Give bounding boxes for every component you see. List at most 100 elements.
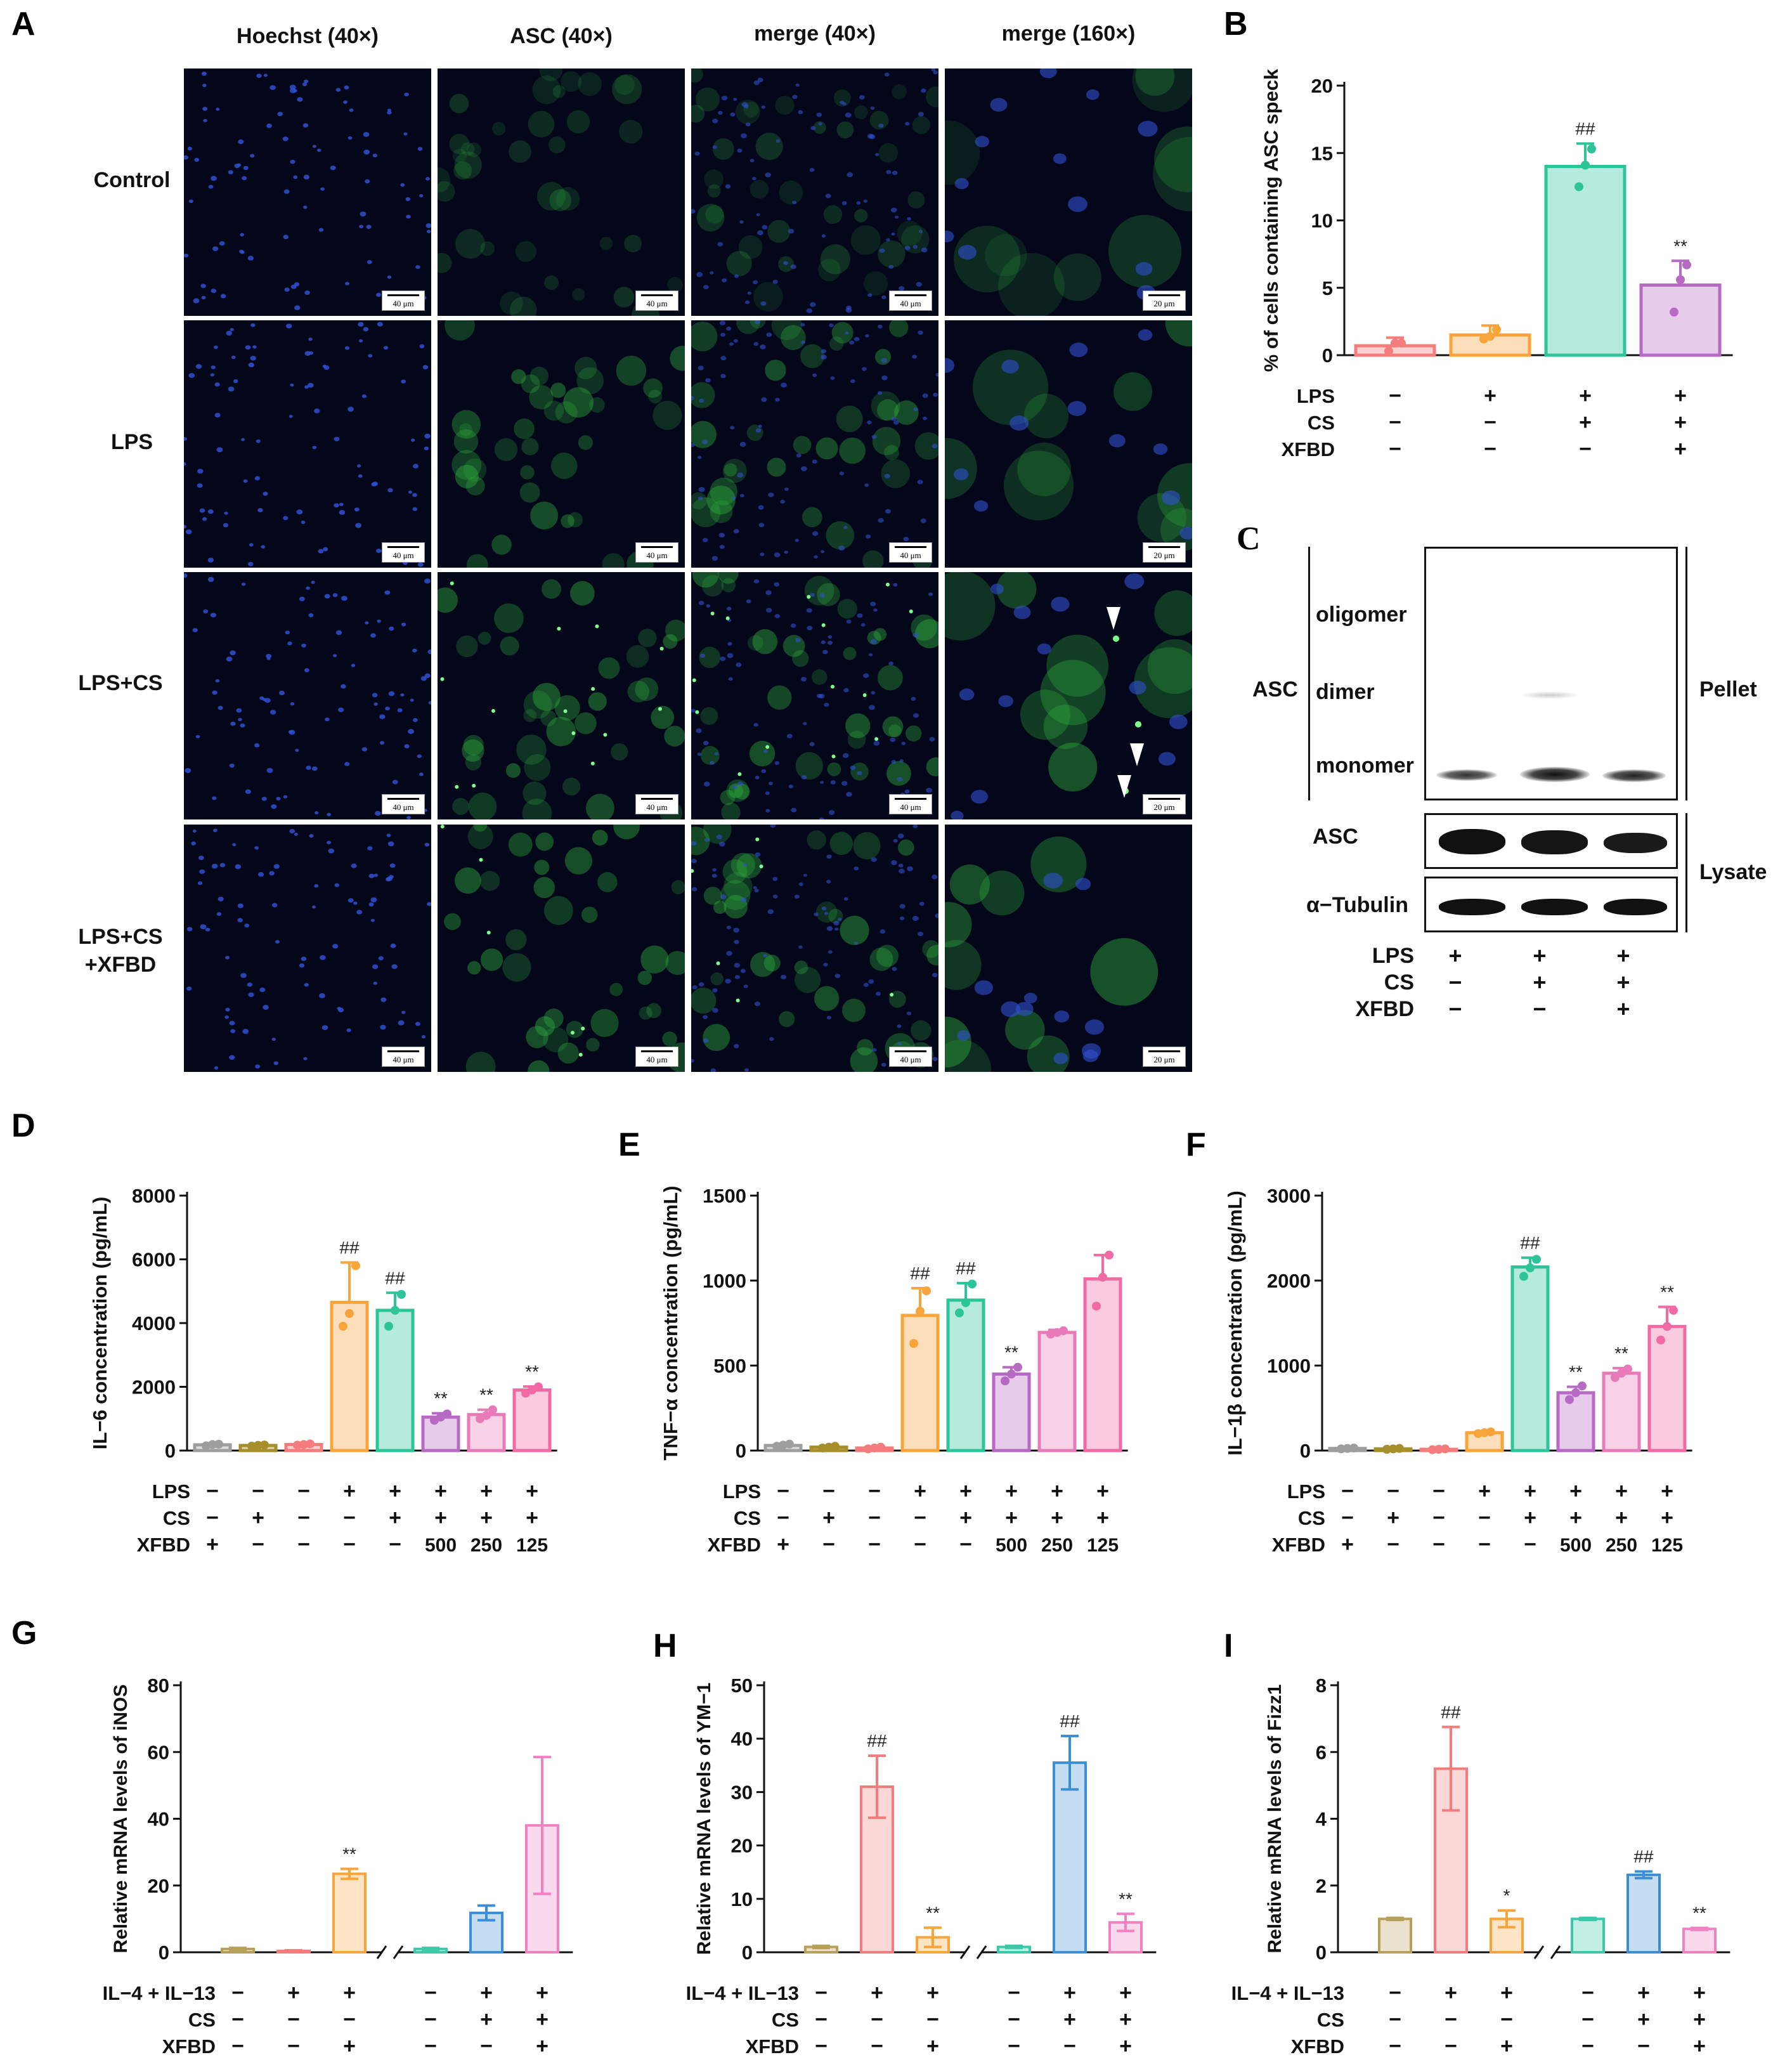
data-point — [1526, 1263, 1535, 1272]
data-point — [345, 1308, 354, 1318]
blot-condition-label: LPS — [1372, 944, 1414, 968]
scale-bar-label: 40 μm — [900, 1055, 921, 1064]
condition-sign: 250 — [1606, 1535, 1637, 1556]
micrograph-texture — [438, 579, 685, 819]
condition-label: LPS — [1287, 1480, 1325, 1503]
chart-d: 0 2000 4000 6000 8000 IL−6 concentration (pg/… — [89, 1185, 557, 1556]
data-point — [1519, 1272, 1528, 1281]
significance-mark: ** — [342, 1844, 356, 1863]
y-tick-label: 2 — [1316, 1875, 1327, 1897]
chart-f: 0 1000 2000 3000 IL−1β concentration (pg/mL)… — [1224, 1185, 1692, 1556]
axis-break-mark — [393, 1945, 404, 1959]
y-axis-title: IL−1β concentration (pg/mL) — [1224, 1191, 1246, 1456]
scale-bar: 40 μm — [889, 290, 932, 311]
bar — [1639, 284, 1722, 357]
y-axis-title: IL−6 concentration (pg/mL) — [89, 1197, 111, 1450]
condition-label: XFBD — [1272, 1534, 1325, 1556]
condition-sign: + — [480, 1479, 493, 1503]
scale-bar-label: 40 μm — [646, 551, 668, 560]
scale-bar: 40 μm — [382, 290, 425, 311]
condition-sign: + — [1005, 1479, 1018, 1503]
blot-condition-sign: + — [1616, 996, 1630, 1022]
condition-sign: − — [343, 2007, 356, 2032]
bar — [1544, 165, 1626, 357]
scale-bar: 40 μm — [889, 542, 932, 563]
scale-bar: 40 μm — [635, 1047, 678, 1067]
micrograph-texture — [945, 572, 1192, 819]
condition-sign: − — [231, 2034, 244, 2058]
y-tick-label: 15 — [1311, 142, 1333, 164]
micrograph-merge-160x-row1: 20 μm — [945, 69, 1192, 316]
data-point — [1098, 1272, 1107, 1282]
bar — [1571, 1917, 1605, 1954]
bar — [900, 1314, 940, 1452]
condition-sign: − — [914, 1506, 926, 1530]
condition-label: XFBD — [1291, 2035, 1344, 2058]
bar — [1053, 1761, 1087, 1954]
bar — [1083, 1277, 1122, 1452]
data-point — [208, 1440, 217, 1449]
pellet-right-bracket — [1685, 547, 1687, 800]
data-point — [1492, 325, 1501, 334]
monomer-band-lane2 — [1520, 767, 1590, 782]
condition-sign: − — [1008, 2007, 1020, 2032]
condition-sign: − — [1341, 1506, 1354, 1530]
condition-sign: − — [1389, 384, 1401, 408]
y-tick-label: 40 — [148, 1808, 169, 1830]
condition-sign: − — [815, 2034, 828, 2058]
y-tick-label: 30 — [731, 1781, 753, 1803]
data-point — [1656, 1335, 1665, 1345]
data-point — [1349, 1443, 1358, 1452]
data-point — [254, 1440, 263, 1450]
scale-bar-line — [1148, 294, 1180, 296]
condition-label: XFBD — [708, 1534, 761, 1556]
bar — [421, 1415, 460, 1452]
bar — [332, 1872, 367, 1954]
micrograph-asc-row3: 40 μm — [438, 572, 685, 819]
scale-bar-line — [1148, 546, 1180, 548]
data-point — [1676, 275, 1685, 284]
asc-pellet-label: ASC — [1252, 677, 1298, 701]
scale-bar-label: 40 μm — [393, 551, 414, 560]
data-point — [1059, 1326, 1068, 1336]
condition-sign: + — [287, 1981, 300, 2005]
y-tick-label: 0 — [1322, 344, 1333, 367]
condition-sign: + — [1387, 1506, 1399, 1530]
condition-sign: − — [822, 1532, 835, 1556]
scale-bar: 40 μm — [635, 290, 678, 311]
scale-bar-label: 40 μm — [900, 299, 921, 308]
scale-bar-line — [387, 798, 419, 800]
condition-sign: − — [206, 1506, 219, 1530]
condition-sign: + — [1569, 1506, 1582, 1530]
data-point — [397, 1289, 406, 1299]
data-point — [1105, 1250, 1114, 1260]
condition-sign: 500 — [425, 1535, 457, 1556]
scale-bar-line — [387, 1050, 419, 1052]
condition-sign: − — [206, 1479, 219, 1503]
data-point — [968, 1279, 977, 1289]
data-point — [1578, 1381, 1587, 1391]
row-label-lps: LPS — [110, 430, 153, 454]
condition-sign: − — [1432, 1479, 1445, 1503]
pellet-label: Pellet — [1699, 677, 1757, 701]
speck-arrow-icon — [1130, 743, 1144, 766]
asc-band-lane2 — [1521, 830, 1588, 854]
data-point — [482, 1411, 491, 1420]
scale-bar: 20 μm — [1143, 290, 1186, 311]
scale-bar-label: 20 μm — [1153, 1055, 1175, 1064]
y-axis-title: Relative mRNA levels of YM−1 — [694, 1683, 715, 1955]
bar — [1626, 1873, 1661, 1954]
y-tick-label: 0 — [159, 1941, 169, 1964]
condition-sign: − — [871, 2034, 883, 2058]
data-point — [443, 1409, 451, 1419]
panel-label-d: D — [11, 1107, 36, 1144]
micrograph-hoechst-row3: 40 μm — [184, 572, 431, 819]
scale-bar-label: 20 μm — [1153, 551, 1175, 560]
bar — [330, 1300, 369, 1452]
condition-sign: 500 — [996, 1535, 1027, 1556]
y-tick-label: 4 — [1316, 1808, 1327, 1830]
significance-mark: ## — [1520, 1233, 1540, 1253]
scale-bar-line — [1148, 798, 1180, 800]
data-point — [1611, 1373, 1620, 1382]
micrograph-texture — [945, 320, 1192, 552]
